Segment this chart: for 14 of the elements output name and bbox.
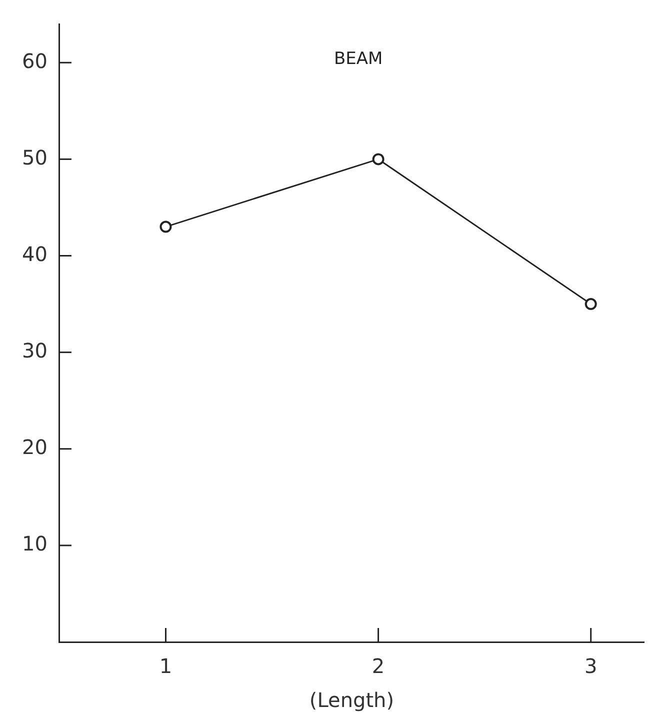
x-tick-label: 1 <box>159 654 172 678</box>
point <box>160 220 172 233</box>
y-tick-label: 30 <box>22 338 48 363</box>
y-tick-label: 60 <box>22 48 48 73</box>
x-tick-label: 2 <box>372 654 385 678</box>
y-tick-label: 10 <box>22 532 48 556</box>
y-tick-label: 50 <box>22 145 48 170</box>
x-axis-title: (Length) <box>309 688 394 712</box>
point <box>584 298 597 310</box>
x-tick-label: 3 <box>584 654 598 678</box>
y-tick-label: 40 <box>22 242 48 266</box>
text: BEAM <box>334 49 383 70</box>
y-tick-label: 20 <box>22 435 48 460</box>
point <box>372 153 384 166</box>
